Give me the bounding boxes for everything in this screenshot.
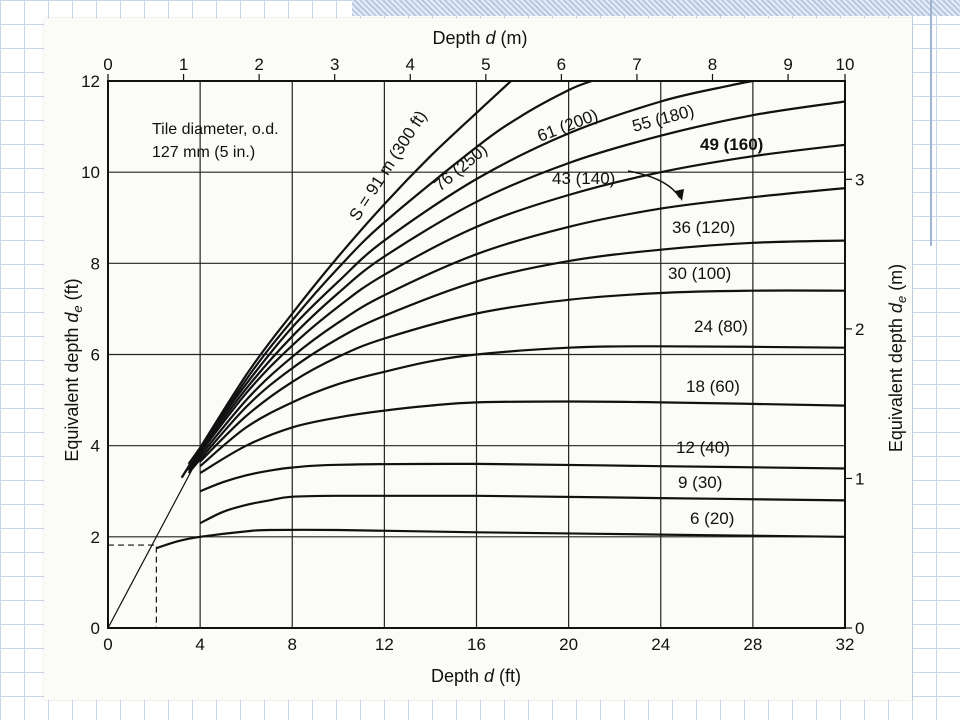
left-tick-label: 12 — [81, 72, 100, 91]
plot-frame — [107, 80, 846, 629]
top-tick-label: 1 — [179, 55, 188, 74]
curve-label-18: 18 (60) — [686, 377, 740, 396]
top-tick-label: 0 — [103, 55, 112, 74]
bottom-axis-ticks: 0 4 8 12 16 20 24 28 32 — [103, 635, 854, 654]
top-axis-ticks: 0 1 2 3 4 5 6 7 8 9 10 — [103, 55, 854, 74]
annotation-line2: 127 mm (5 in.) — [152, 144, 255, 161]
x-axis-title-top: Depth d (m) — [432, 28, 527, 48]
top-tick-label: 6 — [557, 55, 566, 74]
bottom-tick-label: 28 — [743, 635, 762, 654]
left-tick-label: 0 — [91, 619, 100, 638]
series-curve — [199, 289, 846, 463]
series-curve — [180, 80, 512, 479]
curve-label-6: 6 (20) — [690, 509, 734, 528]
top-tick-label: 3 — [330, 55, 339, 74]
series-curve — [187, 143, 846, 470]
series-curve — [187, 239, 846, 474]
bottom-tick-label: 16 — [467, 635, 486, 654]
annotation-line1: Tile diameter, o.d. — [152, 121, 279, 138]
bottom-tick-label: 8 — [288, 635, 297, 654]
right-tick-label: 0 — [855, 619, 864, 638]
curve-43-arrowhead — [675, 189, 684, 201]
series-curve — [199, 400, 846, 474]
annotation: Tile diameter, o.d. 127 mm (5 in.) — [152, 121, 279, 161]
dashed-guide — [108, 544, 157, 628]
left-tick-label: 6 — [91, 346, 100, 365]
top-tick-label: 10 — [836, 55, 855, 74]
left-axis-ticks: 0 2 4 6 8 10 12 — [81, 72, 100, 638]
right-tick-label: 2 — [855, 320, 864, 339]
curve-label-49: 49 (160) — [700, 135, 763, 154]
reference-line — [107, 445, 206, 629]
top-tick-label: 9 — [783, 55, 792, 74]
bottom-tick-label: 32 — [836, 635, 855, 654]
curve-label-24: 24 (80) — [694, 317, 748, 336]
bottom-tick-label: 4 — [195, 635, 204, 654]
series-curve — [156, 528, 846, 550]
curve-label-s91: S = 91 m (300 ft) — [345, 107, 430, 224]
top-tick-label: 5 — [481, 55, 490, 74]
top-tick-label: 8 — [708, 55, 717, 74]
right-tick-label: 3 — [855, 170, 864, 189]
bottom-tick-label: 24 — [651, 635, 670, 654]
left-tick-label: 4 — [91, 437, 100, 456]
series-curve — [199, 494, 846, 525]
curve-label-30: 30 (100) — [668, 264, 731, 283]
curve-label-43: 43 (140) — [552, 169, 615, 188]
y-axis-title-right: Equivalent depth de (m) — [886, 264, 909, 452]
top-tick-label: 4 — [406, 55, 415, 74]
left-tick-label: 8 — [91, 254, 100, 273]
right-tick-label: 1 — [855, 469, 864, 488]
curves — [107, 79, 846, 629]
x-axis-title-bottom: Depth d (ft) — [431, 666, 521, 686]
top-tick-label: 7 — [632, 55, 641, 74]
tick-marks — [107, 74, 852, 629]
left-tick-label: 10 — [81, 163, 100, 182]
left-tick-label: 2 — [91, 528, 100, 547]
series-curve — [180, 79, 593, 479]
y-axis-title-left: Equivalent depth de (ft) — [62, 278, 85, 461]
slide-right-rule — [930, 0, 932, 246]
series-curve — [199, 345, 846, 468]
series-curve — [199, 462, 846, 493]
series-curve — [187, 187, 846, 472]
slide-top-bar — [352, 0, 960, 16]
curve-label-12: 12 (40) — [676, 438, 730, 457]
series-curve — [187, 79, 754, 465]
bottom-tick-label: 12 — [375, 635, 394, 654]
curve-label-61: 61 (200) — [535, 105, 601, 145]
right-axis-ticks: 0 1 2 3 — [855, 170, 864, 638]
curve-label-55: 55 (180) — [630, 101, 696, 136]
series-curve — [187, 100, 846, 467]
curve-43-arrow — [627, 170, 681, 199]
bottom-tick-label: 0 — [103, 635, 112, 654]
top-tick-label: 2 — [254, 55, 263, 74]
curve-label-36: 36 (120) — [672, 218, 735, 237]
curve-label-9: 9 (30) — [678, 473, 722, 492]
scanned-figure — [44, 18, 912, 700]
bottom-tick-label: 20 — [559, 635, 578, 654]
